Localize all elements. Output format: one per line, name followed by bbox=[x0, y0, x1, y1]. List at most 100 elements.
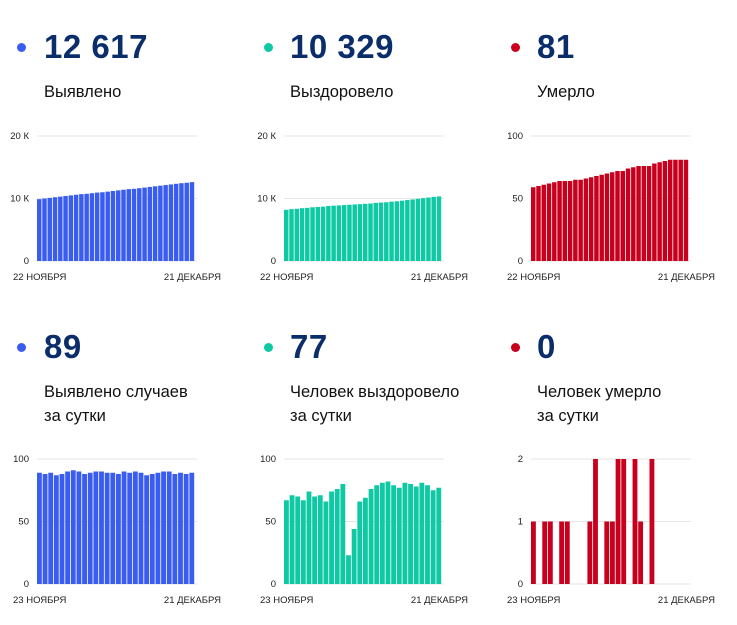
bar bbox=[410, 199, 415, 261]
bar bbox=[646, 166, 652, 261]
x-start-label: 23 НОЯБРЯ bbox=[260, 595, 313, 606]
bar bbox=[384, 202, 389, 261]
y-tick-label: 0 bbox=[518, 579, 523, 590]
bar bbox=[621, 459, 627, 584]
bar bbox=[652, 163, 657, 261]
bar bbox=[59, 474, 65, 584]
y-tick-label: 0 bbox=[24, 579, 29, 590]
bar bbox=[557, 181, 562, 261]
bar bbox=[430, 490, 436, 584]
panel-deaths: 81 Умерло 0 50 100 22 НОЯБРЯ 21 ДЕКАБРЯ bbox=[494, 0, 737, 300]
x-start-label: 23 НОЯБРЯ bbox=[13, 595, 66, 606]
bar bbox=[155, 472, 161, 584]
bar bbox=[179, 183, 184, 261]
bar bbox=[399, 200, 405, 261]
bar bbox=[667, 159, 673, 261]
bar bbox=[562, 181, 568, 261]
bar bbox=[73, 194, 79, 261]
bar bbox=[76, 471, 82, 584]
bar bbox=[105, 191, 110, 262]
bar bbox=[63, 196, 68, 261]
bar bbox=[172, 474, 178, 584]
bar bbox=[436, 487, 442, 584]
bar bbox=[357, 501, 363, 584]
bar bbox=[638, 521, 644, 584]
bar bbox=[334, 489, 340, 584]
bar bbox=[426, 197, 431, 261]
bar bbox=[110, 191, 116, 261]
recovered-total: 10 329 bbox=[290, 28, 394, 65]
panel-daily-recovered: 77 Человек выздоровело за сутки 0 50 100 23… bbox=[247, 310, 492, 625]
x-end-label: 21 ДЕКАБРЯ bbox=[411, 595, 468, 606]
bar bbox=[657, 162, 662, 261]
y-tick-label: 100 bbox=[260, 454, 276, 465]
bar bbox=[610, 521, 615, 584]
bar bbox=[48, 472, 54, 584]
bar bbox=[138, 472, 144, 584]
bar bbox=[415, 198, 421, 261]
y-tick-label: 0 bbox=[518, 256, 523, 267]
bar bbox=[341, 205, 347, 261]
bar bbox=[402, 482, 408, 584]
bar bbox=[531, 187, 536, 261]
bar bbox=[37, 472, 42, 584]
bar bbox=[161, 471, 166, 584]
bar bbox=[636, 166, 641, 261]
x-start-label: 22 НОЯБРЯ bbox=[260, 272, 313, 283]
chart-daily-deaths: 0 1 2 23 НОЯБРЯ 21 ДЕКАБРЯ bbox=[507, 454, 715, 606]
chart-daily-detected: 0 50 100 23 НОЯБРЯ 21 ДЕКАБРЯ bbox=[13, 454, 221, 606]
bar bbox=[142, 187, 147, 261]
bar bbox=[620, 171, 625, 261]
bar bbox=[131, 188, 137, 261]
y-tick-label: 50 bbox=[18, 517, 29, 528]
bar bbox=[374, 485, 380, 584]
bar bbox=[168, 184, 174, 261]
bar bbox=[368, 489, 374, 584]
bar bbox=[405, 200, 410, 261]
bar bbox=[340, 484, 346, 584]
bar bbox=[599, 174, 604, 261]
x-end-label: 21 ДЕКАБРЯ bbox=[164, 595, 221, 606]
bar bbox=[541, 184, 546, 261]
bar bbox=[144, 475, 150, 584]
bullet-dot bbox=[511, 43, 520, 52]
recovered-label: Выздоровело bbox=[290, 83, 394, 101]
bar bbox=[368, 203, 373, 261]
bar bbox=[673, 159, 678, 261]
bar bbox=[662, 161, 668, 261]
panel-daily-detected: 89 Выявлено случаев за сутки 0 50 100 23 НО… bbox=[0, 310, 245, 625]
bar bbox=[294, 208, 299, 261]
bar bbox=[587, 521, 593, 584]
bar bbox=[389, 201, 394, 262]
bar bbox=[312, 496, 318, 584]
bar bbox=[583, 178, 589, 261]
bar bbox=[588, 177, 594, 261]
bar bbox=[300, 500, 306, 584]
bar bbox=[116, 474, 121, 584]
bar bbox=[100, 192, 105, 261]
bar bbox=[559, 521, 565, 584]
daily-detected-value: 89 bbox=[44, 328, 82, 365]
bar bbox=[357, 204, 363, 262]
daily-recovered-value: 77 bbox=[290, 328, 328, 365]
bar bbox=[166, 471, 172, 584]
y-tick-label: 1 bbox=[518, 517, 523, 528]
x-end-label: 21 ДЕКАБРЯ bbox=[411, 272, 468, 283]
bar bbox=[552, 182, 557, 261]
bar bbox=[547, 521, 553, 584]
bar bbox=[89, 193, 95, 261]
bar bbox=[363, 203, 368, 261]
bar bbox=[53, 475, 59, 584]
bar bbox=[363, 497, 368, 584]
daily-deaths-label: Человек умерло за сутки bbox=[537, 383, 662, 425]
y-tick-label: 0 bbox=[24, 256, 29, 267]
bar bbox=[65, 471, 71, 584]
y-tick-label: 20 К bbox=[10, 131, 29, 142]
bar bbox=[323, 501, 329, 584]
bar bbox=[116, 190, 121, 262]
bar bbox=[631, 167, 636, 261]
bar bbox=[683, 159, 689, 261]
bar bbox=[126, 189, 131, 262]
x-end-label: 21 ДЕКАБРЯ bbox=[658, 595, 715, 606]
bar bbox=[183, 474, 189, 584]
